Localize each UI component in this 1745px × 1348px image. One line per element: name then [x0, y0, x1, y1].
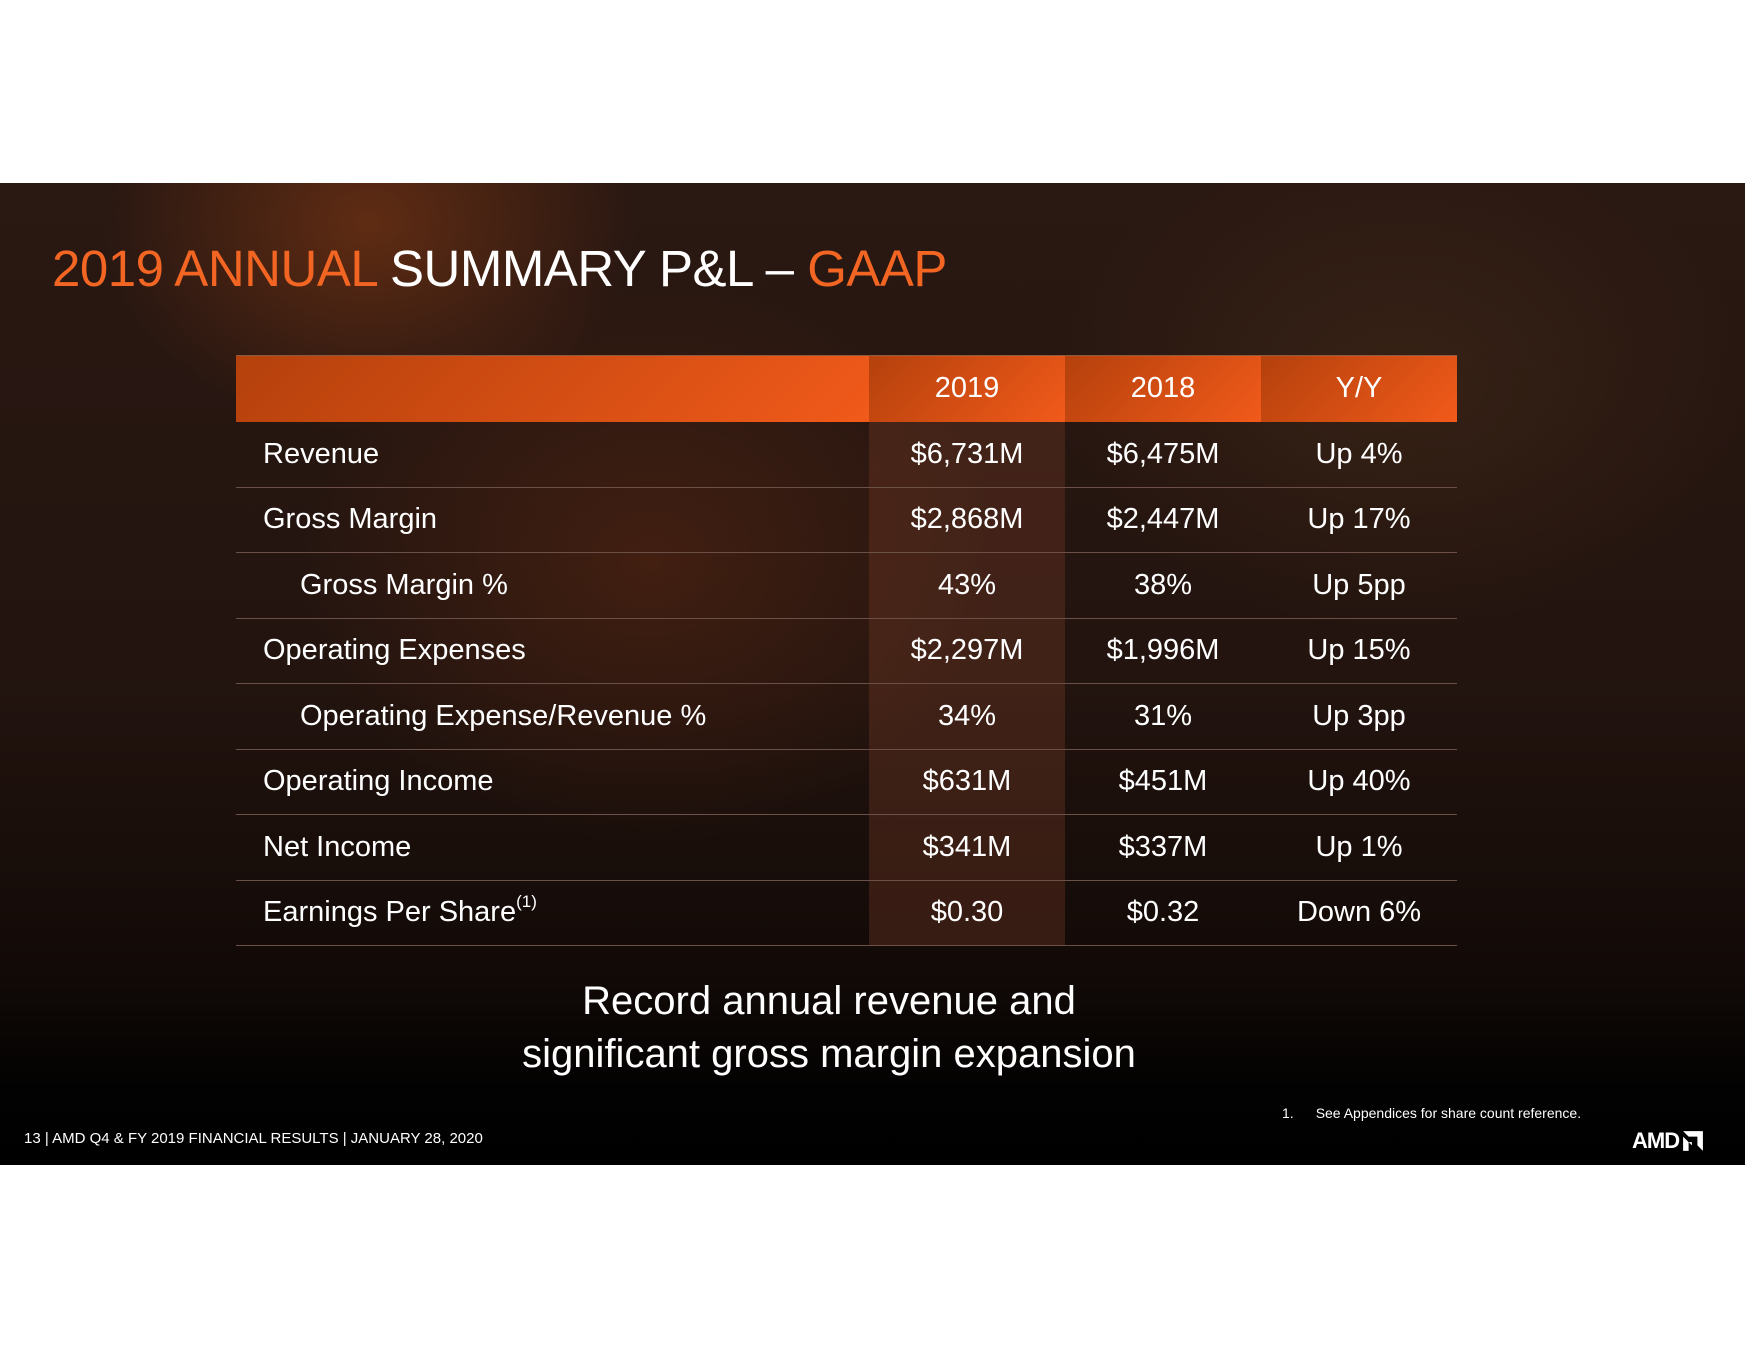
value-2018: $0.32: [1065, 880, 1261, 946]
value-2019: $2,297M: [869, 618, 1065, 684]
value-yy: Up 4%: [1261, 421, 1457, 488]
footnote-number: 1.: [1282, 1105, 1294, 1121]
row-label: Gross Margin %: [236, 552, 869, 619]
value-2018: 38%: [1065, 552, 1261, 619]
table-row: Gross Margin $2,868M $2,447M Up 17%: [236, 487, 1457, 553]
footnote-ref: (1): [516, 892, 537, 912]
value-yy: Up 15%: [1261, 618, 1457, 684]
value-2019: $341M: [869, 814, 1065, 881]
value-yy: Up 17%: [1261, 487, 1457, 553]
row-label-text: Operating Expense/Revenue %: [300, 699, 707, 732]
slide-footer: 13 | AMD Q4 & FY 2019 FINANCIAL RESULTS …: [24, 1130, 483, 1147]
header-2019: 2019: [869, 355, 1065, 422]
table-row: Net Income $341M $337M Up 1%: [236, 814, 1457, 881]
title-part2: SUMMARY P&L –: [389, 240, 794, 297]
value-yy: Up 3pp: [1261, 683, 1457, 750]
value-2019: $2,868M: [869, 487, 1065, 553]
amd-logo: AMD: [1632, 1128, 1704, 1154]
logo-text: AMD: [1632, 1128, 1680, 1153]
row-label: Gross Margin: [236, 487, 869, 553]
row-label: Net Income: [236, 814, 869, 881]
value-2018: $1,996M: [1065, 618, 1261, 684]
value-2018: $451M: [1065, 749, 1261, 815]
row-label-text: Gross Margin %: [300, 568, 508, 601]
value-yy: Up 5pp: [1261, 552, 1457, 619]
footnote-text: See Appendices for share count reference…: [1315, 1105, 1582, 1121]
value-2018: $337M: [1065, 814, 1261, 881]
value-2018: $6,475M: [1065, 421, 1261, 488]
pl-table: 2019 2018 Y/Y Revenue $6,731M $6,475M Up…: [236, 355, 1457, 946]
table-row: Gross Margin % 43% 38% Up 5pp: [236, 552, 1457, 619]
title-part3: GAAP: [807, 240, 947, 297]
row-label: Operating Expense/Revenue %: [236, 683, 869, 750]
value-yy: Up 1%: [1261, 814, 1457, 881]
amd-arrow-icon: [1683, 1131, 1704, 1151]
table-header: 2019 2018 Y/Y: [236, 355, 1457, 422]
row-label: Operating Income: [236, 749, 869, 815]
value-2019: 34%: [869, 683, 1065, 750]
row-label-text: Operating Income: [263, 765, 494, 798]
row-label-text: Earnings Per Share: [263, 896, 517, 929]
note-line2: significant gross margin expansion: [522, 1032, 1136, 1076]
table-row: Operating Expenses $2,297M $1,996M Up 15…: [236, 618, 1457, 684]
row-label: Revenue: [236, 421, 869, 488]
note-line1: Record annual revenue and: [582, 979, 1076, 1023]
value-2019: 43%: [869, 552, 1065, 619]
row-label-text: Gross Margin: [263, 503, 438, 536]
value-yy: Up 40%: [1261, 749, 1457, 815]
table-row: Earnings Per Share(1) $0.30 $0.32 Down 6…: [236, 880, 1457, 946]
value-2018: 31%: [1065, 683, 1261, 750]
title-part1: 2019 ANNUAL: [52, 240, 377, 297]
value-yy: Down 6%: [1261, 880, 1457, 946]
footnote: 1. See Appendices for share count referen…: [1282, 1105, 1603, 1121]
value-2019: $6,731M: [869, 421, 1065, 488]
table-row: Operating Income $631M $451M Up 40%: [236, 749, 1457, 815]
value-2018: $2,447M: [1065, 487, 1261, 553]
slide: 2019 ANNUAL SUMMARY P&L – GAAP 2019 2018…: [0, 183, 1745, 1165]
row-label-text: Net Income: [263, 830, 412, 863]
table-row: Operating Expense/Revenue % 34% 31% Up 3…: [236, 683, 1457, 750]
value-2019: $0.30: [869, 880, 1065, 946]
table-row: Revenue $6,731M $6,475M Up 4%: [236, 421, 1457, 488]
row-label: Earnings Per Share(1): [236, 880, 869, 946]
page-title: 2019 ANNUAL SUMMARY P&L – GAAP: [52, 239, 947, 298]
header-2018: 2018: [1065, 355, 1261, 422]
row-label-text: Revenue: [263, 437, 380, 470]
row-label: Operating Expenses: [236, 618, 869, 684]
row-label-text: Operating Expenses: [263, 634, 526, 667]
summary-note: Record annual revenue and significant gr…: [0, 975, 1658, 1081]
value-2019: $631M: [869, 749, 1065, 815]
header-yy: Y/Y: [1261, 355, 1457, 422]
header-label: [236, 355, 869, 422]
